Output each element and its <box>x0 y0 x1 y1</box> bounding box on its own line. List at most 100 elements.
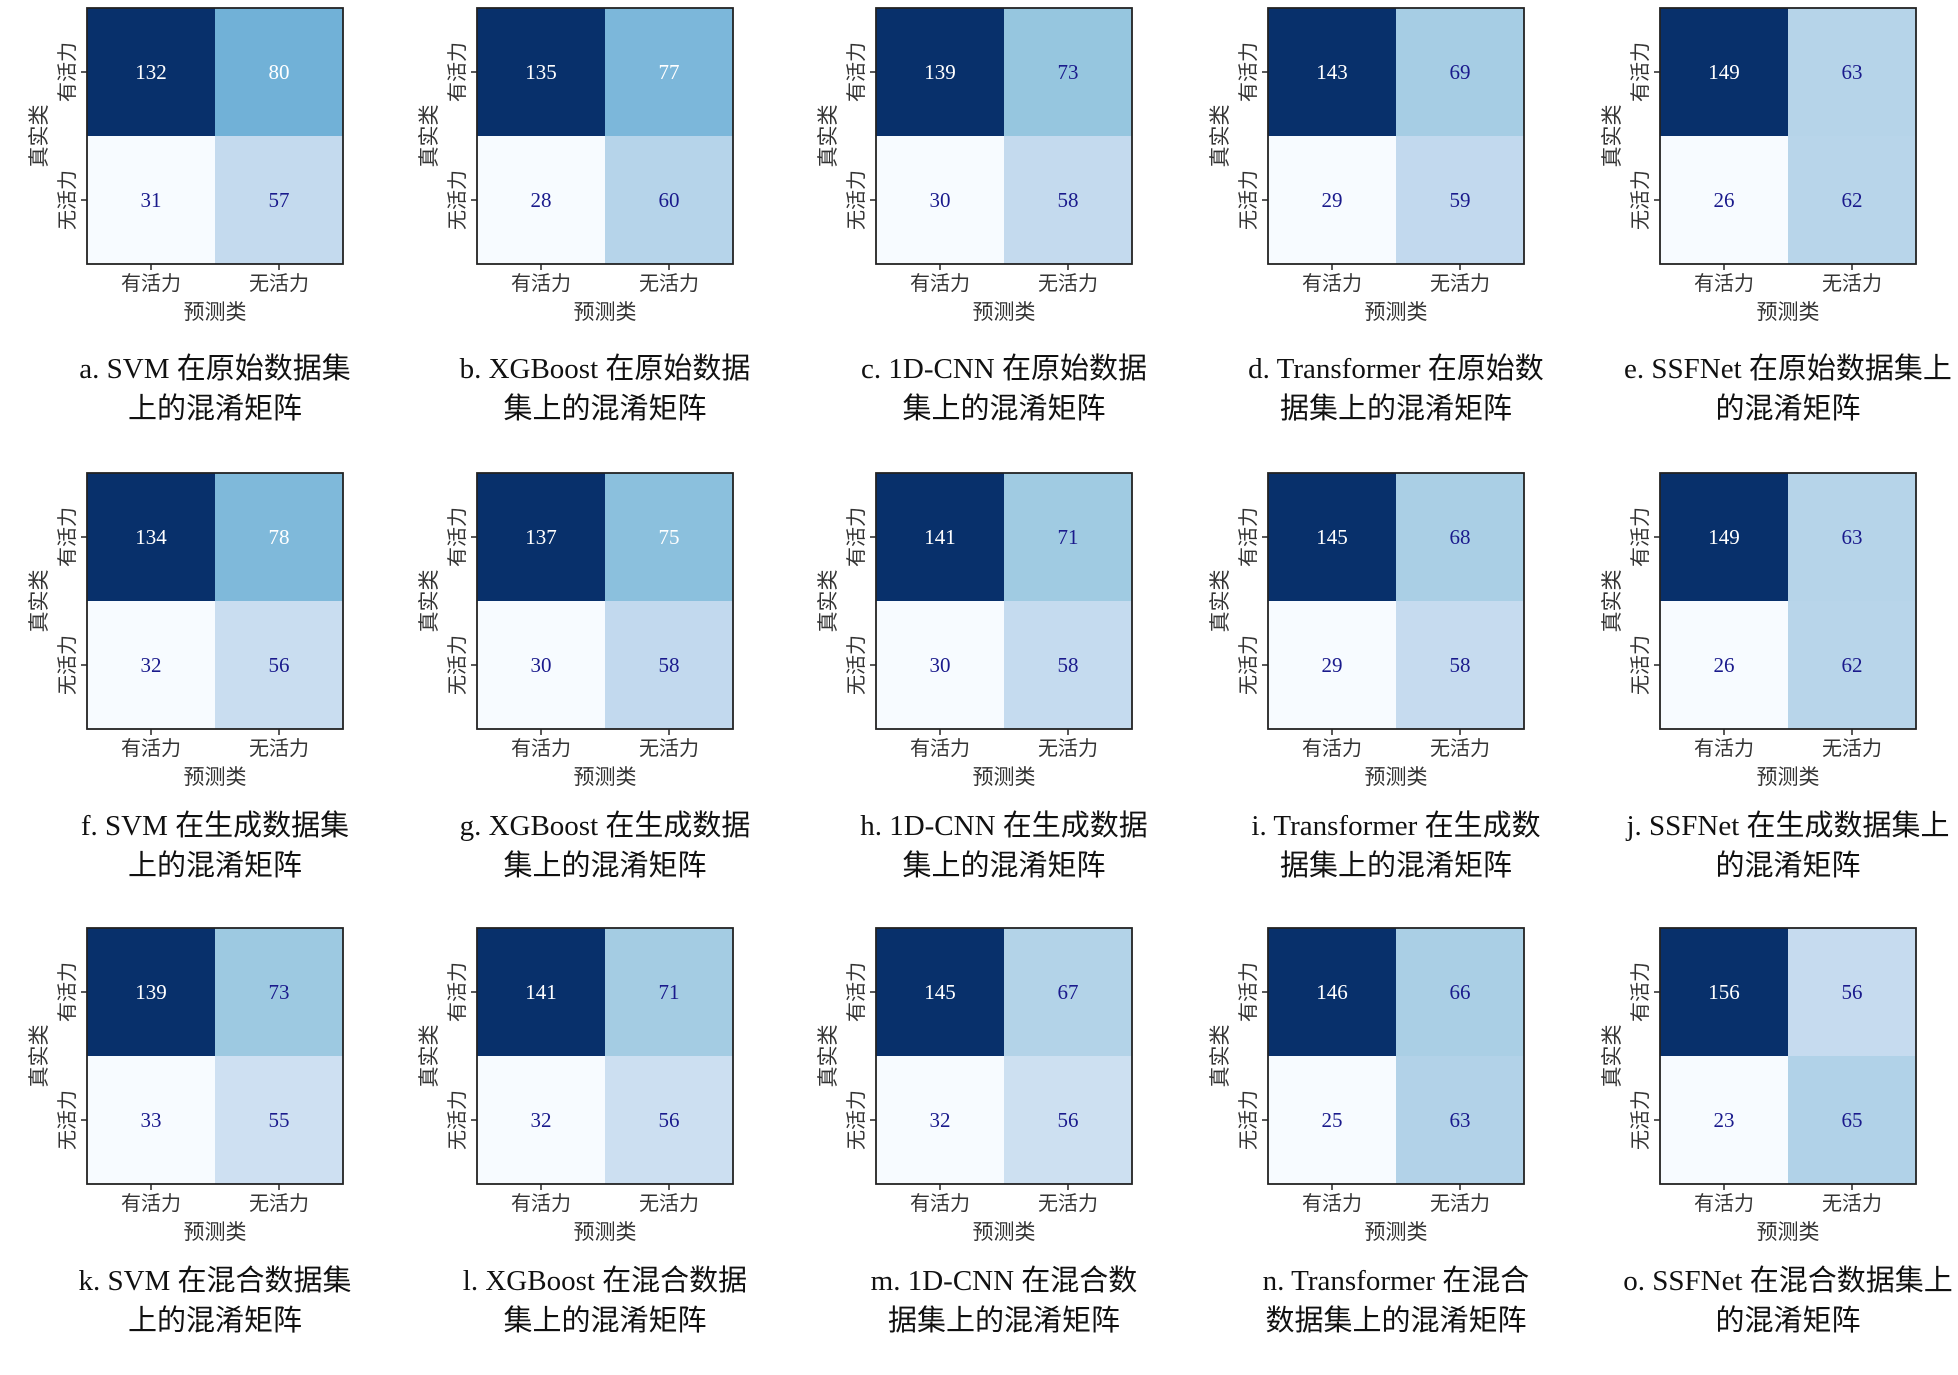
cell-value-f-1-1: 56 <box>269 653 290 677</box>
x-tick-label-e-1: 无活力 <box>1822 271 1882 295</box>
cell-value-g-1-1: 58 <box>659 653 680 677</box>
cell-e-0-1 <box>1788 8 1916 136</box>
cell-value-l-1-0: 32 <box>531 1108 552 1132</box>
x-tick-label-b-0: 有活力 <box>511 271 571 295</box>
cell-value-n-0-0: 146 <box>1316 980 1348 1004</box>
plot-frame-m <box>875 927 1133 1185</box>
caption-e-line-1: e. SSFNet 在原始数据集上 <box>1624 352 1952 385</box>
cell-m-1-1 <box>1004 1056 1132 1184</box>
caption-k-line-2: 上的混淆矩阵 <box>128 1304 302 1337</box>
cell-i-1-1 <box>1396 601 1524 729</box>
caption-l-line-1: l. XGBoost 在混合数据 <box>463 1264 747 1297</box>
cell-k-0-0 <box>87 928 215 1056</box>
x-tick-label-h-0: 有活力 <box>910 736 970 760</box>
x-tick-label-f-1: 无活力 <box>249 736 309 760</box>
cell-value-k-0-1: 73 <box>269 980 290 1004</box>
x-tick-label-f-0: 有活力 <box>121 736 181 760</box>
cell-value-n-1-0: 25 <box>1322 1108 1343 1132</box>
y-tick-label-e-0: 有活力 <box>1628 42 1652 102</box>
y-axis-title-l: 真实类 <box>417 1025 441 1088</box>
y-axis-title-i: 真实类 <box>1208 570 1232 633</box>
cell-value-d-1-0: 29 <box>1322 188 1343 212</box>
x-tick-label-a-0: 有活力 <box>121 271 181 295</box>
caption-n-line-1: n. Transformer 在混合 <box>1263 1264 1530 1297</box>
cell-k-0-1 <box>215 928 343 1056</box>
plot-frame-e <box>1659 7 1917 265</box>
y-tick-label-f-1: 无活力 <box>55 635 79 695</box>
cell-value-g-0-1: 75 <box>659 525 680 549</box>
caption-j-line-2: 的混淆矩阵 <box>1715 849 1860 882</box>
cell-value-b-1-0: 28 <box>531 188 552 212</box>
cell-value-i-0-1: 68 <box>1450 525 1471 549</box>
x-axis-title-l: 预测类 <box>574 1220 637 1244</box>
y-tick-label-m-1: 无活力 <box>844 1090 868 1150</box>
x-tick-label-o-0: 有活力 <box>1694 1191 1754 1215</box>
plot-frame-i <box>1267 472 1525 730</box>
y-tick-label-i-1: 无活力 <box>1236 635 1260 695</box>
y-tick-label-o-0: 有活力 <box>1628 962 1652 1022</box>
x-axis-title-j: 预测类 <box>1757 765 1820 789</box>
cell-value-e-1-0: 26 <box>1714 188 1735 212</box>
cell-value-k-1-1: 55 <box>269 1108 290 1132</box>
cell-value-j-0-0: 149 <box>1708 525 1740 549</box>
y-tick-label-h-0: 有活力 <box>844 507 868 567</box>
cell-h-1-1 <box>1004 601 1132 729</box>
x-tick-label-n-0: 有活力 <box>1302 1191 1362 1215</box>
cell-d-0-1 <box>1396 8 1524 136</box>
x-tick-label-l-0: 有活力 <box>511 1191 571 1215</box>
x-axis-title-a: 预测类 <box>184 300 247 324</box>
x-tick-label-o-1: 无活力 <box>1822 1191 1882 1215</box>
y-tick-label-c-1: 无活力 <box>844 170 868 230</box>
cell-n-0-0 <box>1268 928 1396 1056</box>
cell-value-i-1-0: 29 <box>1322 653 1343 677</box>
caption-b-line-1: b. XGBoost 在原始数据 <box>460 352 751 385</box>
cell-j-1-0 <box>1660 601 1788 729</box>
x-tick-label-k-1: 无活力 <box>249 1191 309 1215</box>
caption-m-line-1: m. 1D-CNN 在混合数 <box>871 1264 1138 1297</box>
x-tick-label-h-1: 无活力 <box>1038 736 1098 760</box>
y-tick-label-n-0: 有活力 <box>1236 962 1260 1022</box>
y-axis-title-b: 真实类 <box>417 105 441 168</box>
cell-value-g-0-0: 137 <box>525 525 557 549</box>
x-tick-label-i-0: 有活力 <box>1302 736 1362 760</box>
cell-value-c-1-1: 58 <box>1058 188 1079 212</box>
x-tick-label-k-0: 有活力 <box>121 1191 181 1215</box>
x-axis-title-c: 预测类 <box>973 300 1036 324</box>
cell-j-0-0 <box>1660 473 1788 601</box>
cell-e-1-1 <box>1788 136 1916 264</box>
cell-e-0-0 <box>1660 8 1788 136</box>
y-tick-label-c-0: 有活力 <box>844 42 868 102</box>
caption-g-line-1: g. XGBoost 在生成数据 <box>460 809 751 842</box>
y-axis-title-c: 真实类 <box>816 105 840 168</box>
y-tick-label-g-1: 无活力 <box>445 635 469 695</box>
caption-o-line-2: 的混淆矩阵 <box>1715 1304 1860 1337</box>
cell-b-0-0 <box>477 8 605 136</box>
x-axis-title-b: 预测类 <box>574 300 637 324</box>
cell-value-i-1-1: 58 <box>1450 653 1471 677</box>
y-tick-label-o-1: 无活力 <box>1628 1090 1652 1150</box>
y-tick-label-j-0: 有活力 <box>1628 507 1652 567</box>
y-tick-label-i-0: 有活力 <box>1236 507 1260 567</box>
x-tick-label-d-0: 有活力 <box>1302 271 1362 295</box>
cell-value-a-0-0: 132 <box>135 60 167 84</box>
x-axis-title-k: 预测类 <box>184 1220 247 1244</box>
y-axis-title-d: 真实类 <box>1208 105 1232 168</box>
cell-l-1-0 <box>477 1056 605 1184</box>
y-axis-title-n: 真实类 <box>1208 1025 1232 1088</box>
caption-b-line-2: 集上的混淆矩阵 <box>503 392 706 425</box>
cell-value-h-0-1: 71 <box>1058 525 1079 549</box>
y-axis-title-k: 真实类 <box>27 1025 51 1088</box>
caption-m-line-2: 据集上的混淆矩阵 <box>888 1304 1120 1337</box>
cell-value-a-1-0: 31 <box>141 188 162 212</box>
y-axis-title-o: 真实类 <box>1600 1025 1624 1088</box>
cell-value-k-0-0: 139 <box>135 980 167 1004</box>
cell-c-0-1 <box>1004 8 1132 136</box>
caption-o-line-1: o. SSFNet 在混合数据集上 <box>1623 1264 1953 1297</box>
